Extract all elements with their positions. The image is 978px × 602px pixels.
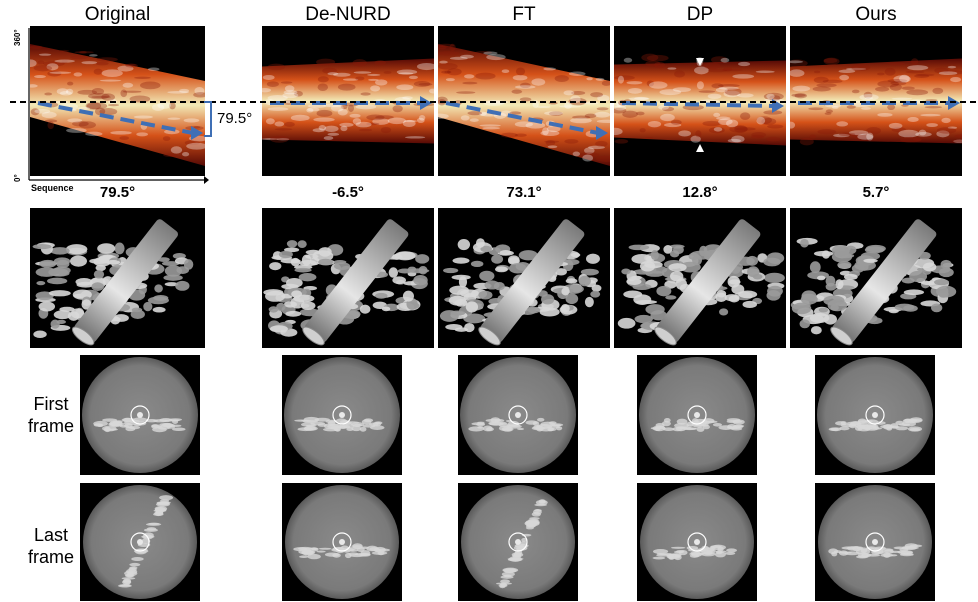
last-frame-ft [458,483,578,601]
frame-image [284,357,400,473]
angle-ft: 73.1° [506,184,542,201]
col-title-dp: DP [686,4,714,25]
render-image [263,219,430,346]
render-image [790,219,957,346]
last-frame-denurd [282,483,402,601]
last-frame-original [80,483,200,601]
frame-image [640,485,754,599]
bracket-angle-label: 79.5° [217,110,253,127]
frame-image [639,357,755,473]
render-ours [790,208,962,348]
frame-image [83,485,197,599]
angle-denurd: -6.5° [332,184,364,201]
first-frame-ours [815,355,935,475]
angle-bracket [204,101,212,137]
frame-image [285,485,399,599]
row-label-last-frame: Last frame [20,524,82,568]
render-dp [614,208,786,348]
frame-image [82,357,198,473]
axis-lines [28,28,209,184]
angle-ours: 5.7° [862,184,890,201]
frame-image [817,357,933,473]
row-label-first-text: First frame [27,394,74,436]
render-image [439,219,602,346]
heatmap-image [614,53,786,152]
row-label-first-frame: First frame [20,393,82,437]
render-ft [438,208,610,348]
first-frame-dp [637,355,757,475]
heatmap-image [438,43,610,166]
first-frame-original [80,355,200,475]
frame-image [461,485,575,599]
last-frame-ours [815,483,935,601]
sequence-axis-label: Sequence [31,183,74,193]
render-image [617,219,785,346]
angle-dp: 12.8° [682,184,718,201]
render-denurd [262,208,434,348]
render-original [30,208,205,348]
first-frame-ft [458,355,578,475]
frame-image [818,485,932,599]
frame-image [460,357,576,473]
render-image [32,219,194,346]
heatmap-image [30,44,205,166]
heatmap-original [30,26,205,176]
row-label-last-text: Last frame [27,525,74,567]
reference-dashed-line [10,101,976,103]
col-title-ft: FT [512,4,536,25]
angle-original: 79.5° [99,184,136,201]
col-title-ours: Ours [855,4,897,25]
col-title-original: Original [84,4,151,25]
last-frame-dp [637,483,757,601]
first-frame-denurd [282,355,402,475]
col-title-denurd: De-NURD [305,4,391,25]
